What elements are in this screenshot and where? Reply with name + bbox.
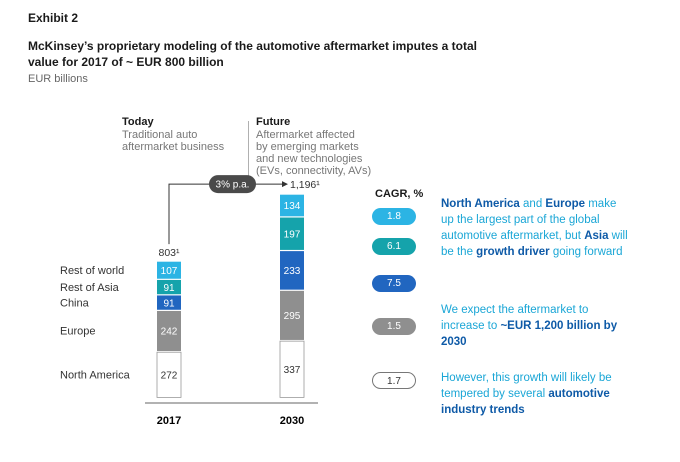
cagr-pill: 1.5 xyxy=(372,318,416,335)
cagr-pill: 6.1 xyxy=(372,238,416,255)
bar-segment xyxy=(156,351,182,398)
category-label: 2017 xyxy=(157,415,181,427)
series-label: Rest of Asia xyxy=(60,282,120,294)
bar-segment xyxy=(280,251,304,290)
bar-segment xyxy=(280,290,304,340)
bar-value-label: 233 xyxy=(284,266,301,277)
today-heading: Today xyxy=(122,116,154,128)
growth-arrowhead xyxy=(282,181,288,188)
growth-badge xyxy=(209,175,256,194)
series-label: Rest of world xyxy=(60,265,124,277)
series-label: China xyxy=(60,297,90,309)
growth-connector xyxy=(168,183,286,245)
bar-segment xyxy=(279,340,305,398)
future-desc-line: and new technologies xyxy=(256,153,363,165)
bar-segment xyxy=(157,279,181,295)
exhibit-label: Exhibit 2 xyxy=(28,11,79,25)
note-trends: However, this growth will likely be temp… xyxy=(441,372,612,416)
bar-value-label: 91 xyxy=(163,298,175,309)
cagr-heading: CAGR, % xyxy=(375,188,424,200)
bar-value-label: 134 xyxy=(284,201,301,212)
future-desc-line: by emerging markets xyxy=(256,141,359,153)
cagr-pill: 7.5 xyxy=(372,275,416,292)
bar-segment xyxy=(157,261,181,279)
future-desc-line: (EVs, connectivity, AVs) xyxy=(256,165,372,177)
bar-segment xyxy=(280,217,304,250)
future-heading: Future xyxy=(256,116,291,128)
note-regions: North America and Europe make up the lar… xyxy=(441,198,628,258)
bar-value-label: 242 xyxy=(161,327,178,338)
today-desc-line: aftermarket business xyxy=(122,141,225,153)
series-label: Europe xyxy=(60,326,95,338)
total-label: 803¹ xyxy=(158,247,180,259)
today-description: Traditional auto aftermarket business xyxy=(122,129,224,153)
bar-segment xyxy=(280,194,304,217)
bar-value-label: 91 xyxy=(163,283,175,294)
cagr-pill: 1.8 xyxy=(372,208,416,225)
future-desc-line: Aftermarket affected xyxy=(256,129,355,141)
bar-value-label: 272 xyxy=(161,371,178,382)
today-desc-line: Traditional auto xyxy=(122,129,198,141)
bar-segment xyxy=(157,310,181,352)
bar-value-label: 337 xyxy=(284,365,301,376)
bar-segment xyxy=(157,295,181,310)
cagr-pill: 1.7 xyxy=(372,372,416,389)
units-label: EUR billions xyxy=(28,73,88,85)
bar-value-label: 197 xyxy=(284,229,301,240)
total-label: 1,196¹ xyxy=(290,179,320,191)
growth-badge-label: 3% p.a. xyxy=(216,180,250,191)
category-label: 2030 xyxy=(280,415,304,427)
future-description: Aftermarket affected by emerging markets… xyxy=(256,129,371,177)
series-label: North America xyxy=(60,370,131,382)
bar-value-label: 295 xyxy=(284,311,301,322)
column-divider xyxy=(248,121,249,179)
bar-value-label: 107 xyxy=(161,266,178,277)
chart-title: McKinsey’s proprietary modeling of the a… xyxy=(28,39,477,69)
note-growth: We expect the aftermarket to increase to… xyxy=(441,304,618,348)
